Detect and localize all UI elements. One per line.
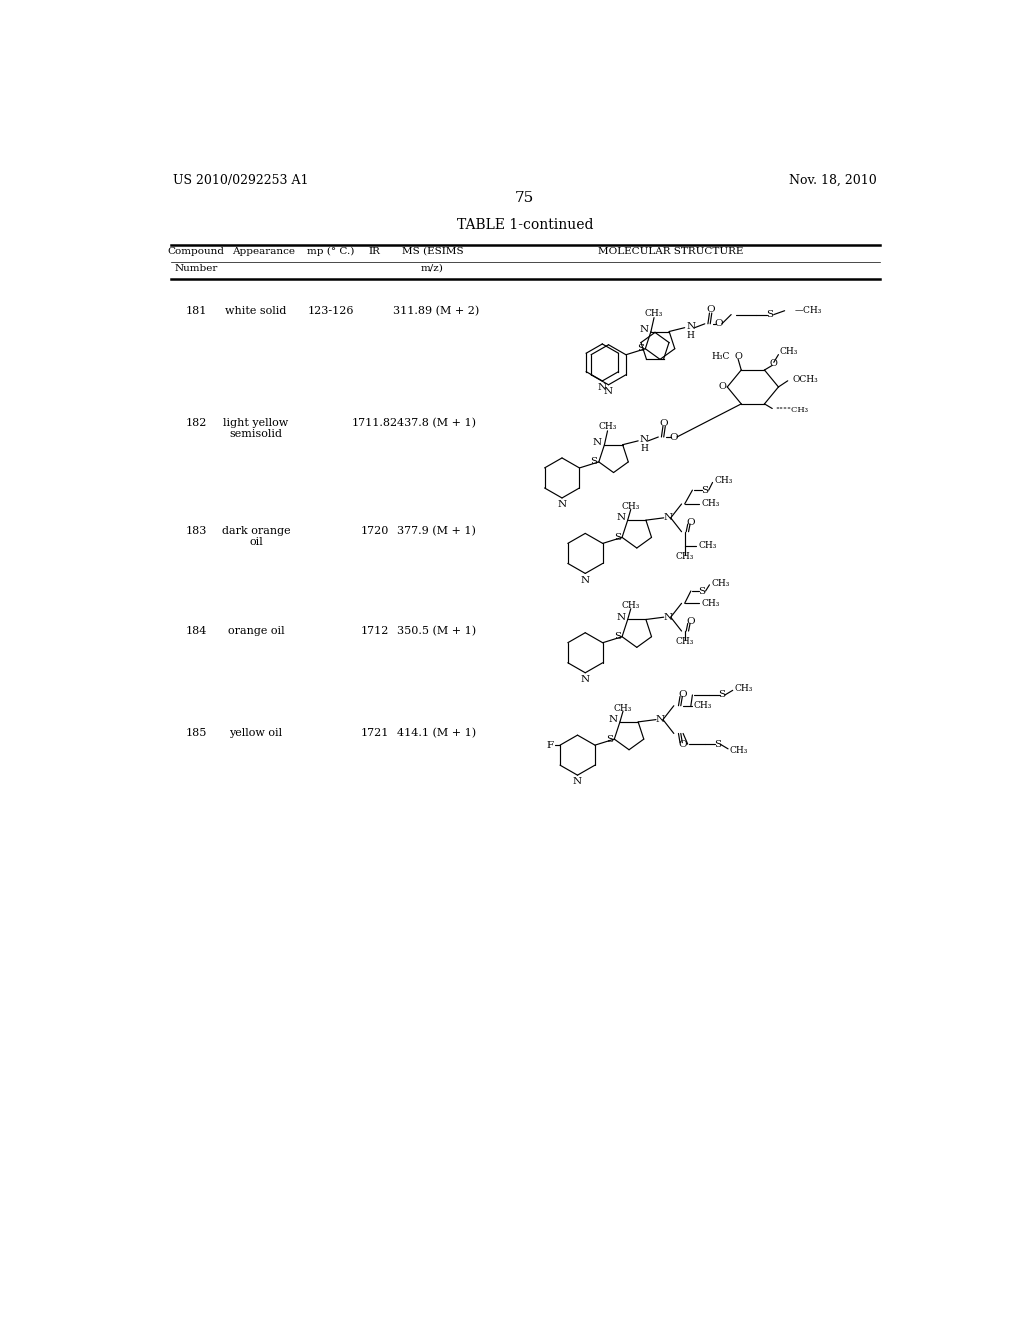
Text: CH₃: CH₃ [613,704,632,713]
Text: 377.9 (M + 1): 377.9 (M + 1) [397,525,476,536]
Text: TABLE 1-continued: TABLE 1-continued [457,218,593,232]
Text: N: N [593,438,602,447]
Text: 437.8 (M + 1): 437.8 (M + 1) [397,418,476,428]
Text: Nov. 18, 2010: Nov. 18, 2010 [788,174,877,187]
Text: CH₃: CH₃ [730,746,748,755]
Text: N: N [573,777,582,787]
Text: mp (° C.): mp (° C.) [307,247,354,256]
Text: N: N [640,325,648,334]
Text: 184: 184 [185,626,207,636]
Text: 75: 75 [515,191,535,205]
Text: H₃C: H₃C [712,351,730,360]
Text: OCH₃: OCH₃ [793,375,818,384]
Text: CH₃: CH₃ [622,502,640,511]
Text: 1711.82: 1711.82 [351,418,397,428]
Text: CH₃: CH₃ [694,701,713,710]
Text: O: O [734,351,742,360]
Text: H: H [687,331,695,339]
Text: 414.1 (M + 1): 414.1 (M + 1) [397,729,476,738]
Text: S: S [613,533,621,543]
Text: US 2010/0292253 A1: US 2010/0292253 A1 [173,174,308,187]
Text: CH₃: CH₃ [676,552,694,561]
Text: N: N [581,675,590,684]
Text: CH₃: CH₃ [711,578,729,587]
Text: N: N [557,500,566,510]
Text: N: N [655,715,665,725]
Text: S: S [698,586,706,595]
Text: IR: IR [369,247,380,256]
Text: CH₃: CH₃ [622,601,640,610]
Text: CH₃: CH₃ [701,499,720,508]
Text: O: O [719,383,726,392]
Text: 311.89 (M + 2): 311.89 (M + 2) [393,306,479,317]
Text: O: O [686,618,695,626]
Text: —CH₃: —CH₃ [795,306,822,315]
Text: N: N [598,383,607,392]
Text: CH₃: CH₃ [676,638,694,647]
Text: 183: 183 [185,525,207,536]
Text: CH₃: CH₃ [780,347,799,356]
Text: O: O [706,305,715,314]
Text: 181: 181 [185,306,207,317]
Text: dark orange
oil: dark orange oil [221,525,290,548]
Text: O: O [659,418,668,428]
Text: light yellow
semisolid: light yellow semisolid [223,418,289,440]
Text: S: S [591,458,598,466]
Text: S: S [714,739,721,748]
Text: 350.5 (M + 1): 350.5 (M + 1) [397,626,476,636]
Text: MS (ESIMS: MS (ESIMS [401,247,464,256]
Text: Compound: Compound [168,247,224,256]
Text: N: N [581,576,590,585]
Text: N: N [640,434,649,444]
Text: Appearance: Appearance [232,247,295,256]
Text: N: N [664,612,672,622]
Text: S: S [613,632,621,642]
Text: CH₃: CH₃ [598,421,616,430]
Text: O: O [679,690,687,700]
Text: O: O [679,739,687,748]
Text: 1712: 1712 [360,626,389,636]
Text: F: F [547,741,554,750]
Text: O: O [670,433,678,441]
Text: 1721: 1721 [360,729,389,738]
Text: """"CH₃: """"CH₃ [775,407,808,414]
Text: MOLECULAR STRUCTURE: MOLECULAR STRUCTURE [598,247,743,256]
Text: O: O [715,319,723,329]
Text: CH₃: CH₃ [645,309,664,318]
Text: CH₃: CH₃ [734,684,753,693]
Text: CH₃: CH₃ [701,599,720,607]
Text: 182: 182 [185,418,207,428]
Text: O: O [686,517,695,527]
Text: N: N [664,513,672,523]
Text: orange oil: orange oil [227,626,285,636]
Text: CH₃: CH₃ [698,541,717,550]
Text: white solid: white solid [225,306,287,317]
Text: m/z): m/z) [421,264,444,273]
Text: S: S [606,735,613,743]
Text: S: S [637,345,644,354]
Text: 1720: 1720 [360,525,389,536]
Text: Number: Number [174,264,218,273]
Text: N: N [616,513,626,523]
Text: 185: 185 [185,729,207,738]
Text: CH₃: CH₃ [714,477,732,486]
Text: N: N [686,322,695,330]
Text: yellow oil: yellow oil [229,729,283,738]
Text: N: N [608,715,617,725]
Text: S: S [766,310,773,319]
Text: S: S [718,690,725,700]
Text: S: S [701,486,709,495]
Text: 123-126: 123-126 [308,306,354,317]
Text: O: O [770,359,777,368]
Text: H: H [640,444,648,453]
Text: N: N [616,612,626,622]
Text: N: N [604,387,613,396]
